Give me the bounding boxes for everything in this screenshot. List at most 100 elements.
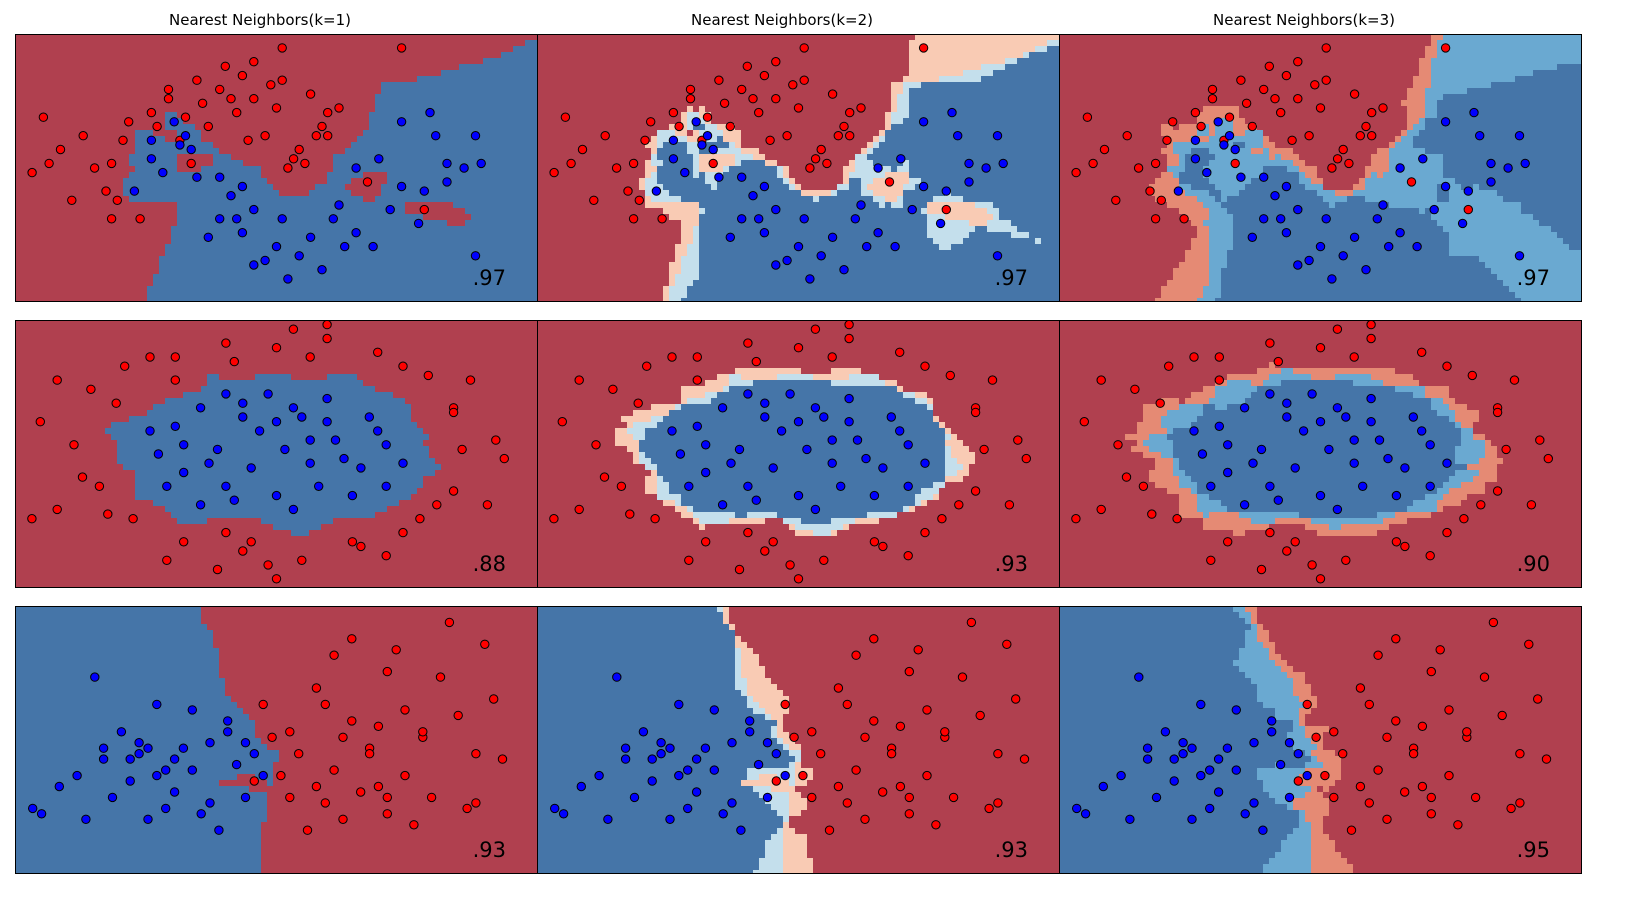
blue-point: [1267, 727, 1277, 737]
red-point: [856, 103, 866, 113]
red-point: [685, 84, 696, 95]
blue-point: [1463, 186, 1473, 196]
blue-point: [1196, 770, 1206, 781]
red-point: [793, 574, 804, 584]
red-point: [1096, 375, 1106, 385]
blue-point: [1275, 759, 1286, 770]
red-point: [895, 721, 906, 732]
blue-point: [1315, 490, 1326, 501]
red-point: [38, 112, 49, 122]
panel-moons-k3: .97: [1059, 34, 1582, 302]
red-point: [1145, 186, 1155, 196]
blue-point: [271, 417, 282, 427]
red-point: [616, 481, 627, 492]
blue-point: [1395, 228, 1405, 238]
blue-point: [782, 255, 792, 266]
panel-circles-k2: .93: [537, 320, 1060, 588]
blue-point: [431, 131, 441, 141]
decision-region: [15, 320, 538, 588]
red-point: [708, 158, 718, 169]
red-point: [1417, 721, 1428, 732]
red-point: [1355, 683, 1366, 693]
blue-point: [895, 426, 905, 436]
blue-point: [1400, 463, 1410, 473]
red-point: [1361, 121, 1371, 132]
blue-point: [1514, 251, 1525, 261]
red-point: [824, 825, 835, 835]
blue-point: [187, 765, 198, 775]
data-points: [549, 43, 1008, 284]
blue-point: [1249, 738, 1259, 748]
blue-point: [903, 481, 913, 492]
red-point: [94, 481, 105, 492]
red-point: [480, 639, 490, 649]
blue-point: [1239, 403, 1250, 413]
red-point: [1310, 80, 1320, 90]
red-point: [322, 333, 332, 344]
score-label: .93: [473, 838, 506, 862]
blue-point: [470, 251, 481, 261]
red-point: [1276, 107, 1286, 118]
red-point: [220, 61, 231, 71]
red-point: [106, 158, 117, 169]
blue-point: [1190, 135, 1201, 146]
red-point: [807, 727, 817, 737]
blue-point: [1197, 449, 1208, 459]
blue-point: [674, 699, 684, 710]
blue-point: [1503, 163, 1513, 173]
red-point: [86, 384, 96, 395]
red-point: [819, 555, 829, 566]
data-points: [1072, 617, 1552, 835]
blue-point: [839, 265, 849, 275]
red-point: [285, 792, 295, 803]
red-point: [737, 84, 747, 95]
panel-circles-k1: .88: [15, 320, 538, 588]
blue-point: [1321, 214, 1331, 224]
red-point: [807, 792, 817, 803]
red-point: [338, 814, 348, 825]
blue-point: [186, 144, 196, 155]
blue-point: [780, 770, 790, 781]
blue-point: [918, 181, 929, 192]
blue-point: [1302, 770, 1312, 781]
red-point: [396, 43, 407, 53]
blue-point: [125, 776, 135, 786]
red-point: [948, 792, 959, 803]
blue-point: [1338, 251, 1348, 261]
red-point: [816, 144, 826, 155]
blue-point: [98, 743, 109, 753]
decision-surface-plot: [1059, 320, 1582, 588]
blue-point: [145, 426, 155, 436]
red-point: [1444, 770, 1454, 781]
red-point: [1459, 514, 1469, 524]
red-point: [238, 546, 248, 556]
blue-point: [249, 260, 259, 270]
blue-point: [271, 490, 282, 501]
red-point: [903, 551, 913, 561]
red-point: [599, 472, 610, 482]
red-point: [884, 177, 895, 187]
blue-point: [470, 131, 481, 141]
blue-point: [1349, 458, 1359, 468]
red-point: [263, 560, 273, 570]
red-point: [886, 749, 897, 759]
red-point: [1315, 574, 1326, 584]
blue-point: [221, 481, 231, 492]
blue-point: [727, 738, 737, 748]
blue-point: [1169, 754, 1179, 764]
blue-point: [1281, 181, 1292, 192]
red-point: [798, 770, 808, 781]
blue-point: [1332, 504, 1343, 515]
blue-point: [237, 181, 248, 192]
red-point: [232, 107, 242, 118]
blue-point: [861, 453, 871, 464]
axes-frame: [1059, 320, 1582, 588]
blue-point: [667, 426, 677, 436]
red-point: [1265, 338, 1275, 348]
blue-point: [665, 814, 675, 825]
blue-point: [896, 154, 906, 164]
red-point: [743, 527, 753, 538]
blue-point: [169, 787, 180, 797]
blue-point: [620, 754, 631, 764]
blue-point: [1206, 481, 1216, 492]
